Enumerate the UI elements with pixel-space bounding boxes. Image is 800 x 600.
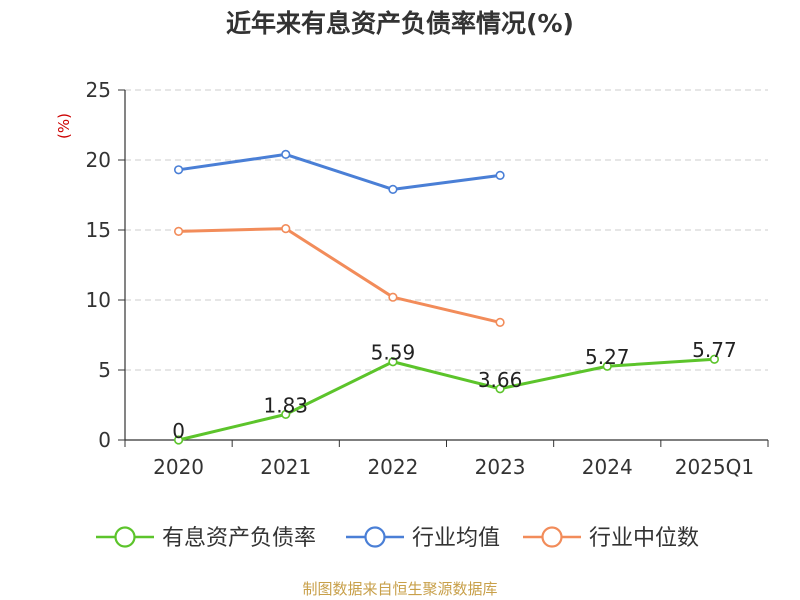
x-tick-label: 2021 xyxy=(260,455,311,479)
data-point[interactable] xyxy=(495,317,505,328)
legend-item-2[interactable]: 行业中位数 xyxy=(523,526,699,551)
y-tick-label: 15 xyxy=(86,218,111,242)
x-tick-label: 2023 xyxy=(475,455,526,479)
y-tick-label: 5 xyxy=(98,358,111,382)
legend-item-0[interactable]: 有息资产负债率 xyxy=(96,526,316,551)
data-label: 1.83 xyxy=(263,393,308,417)
y-tick-label: 20 xyxy=(86,148,111,172)
y-tick-label: 0 xyxy=(98,428,111,452)
legend-marker-icon xyxy=(364,526,386,548)
data-label: 0 xyxy=(172,419,185,443)
axes: 0 5 10 15 20 25 2020 2021 2022 2023 2024 2025Q1 xyxy=(86,78,769,479)
data-point[interactable] xyxy=(281,149,291,159)
data-label: 5.59 xyxy=(371,341,416,365)
data-label: 5.77 xyxy=(692,338,737,362)
series-line-1 xyxy=(178,152,501,191)
data-point[interactable] xyxy=(281,224,291,234)
data-point[interactable] xyxy=(388,357,398,367)
y-tick-label: 10 xyxy=(86,288,111,312)
series-lines xyxy=(173,149,720,445)
legend-label: 行业均值 xyxy=(412,526,500,551)
data-point[interactable] xyxy=(173,435,184,445)
y-axis-label: (%) xyxy=(55,113,73,139)
data-labels: 0 1.83 5.59 3.66 5.27 5.77 xyxy=(172,338,736,443)
data-point[interactable] xyxy=(602,361,612,371)
data-point[interactable] xyxy=(388,184,398,194)
legend-marker-icon xyxy=(541,526,563,548)
grid-lines xyxy=(125,89,768,371)
data-point[interactable] xyxy=(495,170,505,180)
legend-marker-icon xyxy=(114,526,136,548)
data-label: 5.27 xyxy=(585,345,630,369)
x-tick-label: 2022 xyxy=(367,455,418,479)
legend[interactable]: 有息资产负债率 行业均值 行业中位数 xyxy=(96,526,699,551)
data-point[interactable] xyxy=(281,409,291,419)
y-tick-label: 25 xyxy=(86,78,111,102)
legend-label: 行业中位数 xyxy=(589,526,699,551)
series-line-2 xyxy=(178,227,501,324)
data-point[interactable] xyxy=(173,226,184,236)
source-footer: 制图数据来自恒生聚源数据库 xyxy=(302,580,498,598)
data-point[interactable] xyxy=(709,354,720,364)
series-line-0 xyxy=(178,357,715,442)
legend-item-1[interactable]: 行业均值 xyxy=(346,526,500,551)
data-label: 3.66 xyxy=(478,368,523,392)
x-tick-label: 2024 xyxy=(582,455,633,479)
x-tick-label: 2020 xyxy=(153,455,204,479)
data-point[interactable] xyxy=(388,292,398,302)
data-point[interactable] xyxy=(173,165,184,175)
x-tick-label: 2025Q1 xyxy=(675,455,754,479)
data-point[interactable] xyxy=(495,384,505,394)
legend-label: 有息资产负债率 xyxy=(162,526,316,551)
chart-title: 近年来有息资产负债率情况(%) xyxy=(226,9,574,38)
